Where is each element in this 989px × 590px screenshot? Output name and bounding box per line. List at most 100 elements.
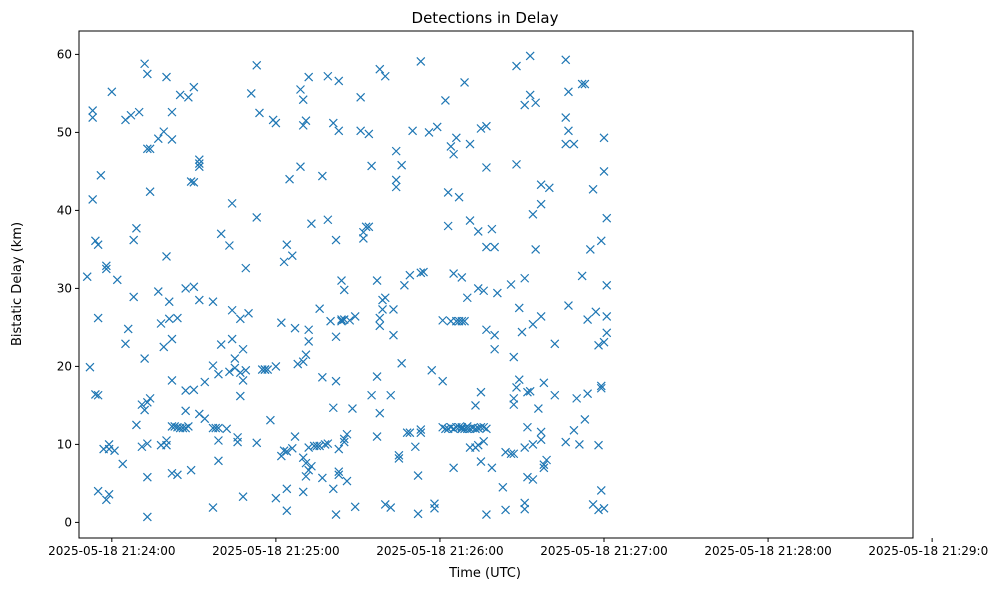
data-point-marker (301, 471, 311, 481)
data-point-marker (375, 321, 385, 331)
data-point-marker (482, 510, 491, 520)
data-point-marker (282, 484, 292, 494)
data-point-marker (536, 199, 546, 209)
data-point-marker (167, 468, 177, 478)
data-point-marker (350, 312, 360, 321)
data-point-marker (487, 224, 497, 234)
data-point-marker (334, 470, 344, 480)
data-point-marker (142, 397, 152, 407)
data-point-marker (539, 460, 549, 470)
data-point-marker (208, 297, 218, 307)
data-point-marker (164, 297, 174, 307)
data-point-marker (476, 422, 486, 432)
data-point-marker (440, 424, 450, 434)
data-point-marker (473, 440, 483, 450)
data-point-marker (564, 126, 573, 136)
data-point-marker (487, 463, 497, 473)
data-point-marker (564, 301, 573, 310)
data-point-marker (512, 61, 521, 71)
data-point-marker (181, 283, 191, 293)
data-point-marker (380, 500, 390, 509)
data-point-marker (372, 432, 382, 442)
data-point-marker (301, 350, 311, 360)
data-point-marker (304, 465, 314, 475)
data-point-marker (528, 475, 538, 484)
data-point-marker (479, 422, 489, 432)
data-point-marker (208, 503, 218, 513)
data-point-marker (337, 315, 346, 325)
data-point-marker (361, 222, 371, 232)
data-point-marker (394, 450, 404, 460)
data-point-marker (424, 127, 434, 137)
data-point-marker (252, 438, 262, 448)
data-point-marker (386, 390, 396, 400)
data-point-marker (331, 235, 341, 245)
data-point-marker (233, 432, 243, 442)
data-point-marker (90, 236, 100, 246)
data-point-marker (514, 375, 524, 385)
data-point-marker (317, 372, 327, 382)
data-point-marker (320, 439, 330, 449)
data-point-marker (235, 368, 245, 378)
data-point-marker (430, 503, 439, 513)
data-point-marker (241, 263, 251, 273)
data-point-marker (246, 88, 256, 98)
data-point-marker (140, 405, 150, 415)
data-point-marker (594, 505, 603, 515)
x-tick-label: 2025-05-18 21:26:00 (376, 544, 503, 558)
data-point-marker (531, 244, 541, 254)
data-point-marker (501, 447, 510, 457)
data-point-marker (334, 126, 344, 136)
x-tick-label: 2025-05-18 21:28:00 (704, 544, 831, 558)
data-point-marker (238, 492, 248, 502)
data-point-marker (473, 283, 483, 293)
data-point-marker (520, 504, 530, 514)
data-point-marker (443, 188, 453, 197)
data-point-marker (350, 502, 360, 512)
data-point-marker (142, 69, 152, 79)
data-point-marker (449, 424, 459, 434)
data-point-marker (82, 272, 92, 282)
data-point-marker (397, 358, 407, 368)
data-point-marker (131, 223, 141, 233)
data-point-marker (101, 264, 111, 274)
data-point-marker (334, 444, 344, 454)
data-point-marker (386, 503, 396, 513)
data-point-marker (438, 422, 448, 432)
data-point-marker (476, 124, 486, 133)
data-point-marker (577, 271, 587, 281)
data-point-marker (356, 92, 366, 102)
data-point-marker (298, 357, 308, 367)
data-point-marker (550, 390, 560, 400)
data-point-marker (471, 400, 480, 410)
data-point-marker (118, 459, 128, 469)
data-point-marker (479, 286, 489, 296)
data-point-marker (211, 423, 221, 433)
data-point-marker (564, 87, 573, 97)
data-point-marker (296, 85, 305, 94)
data-point-marker (304, 325, 314, 335)
data-point-marker (175, 90, 185, 100)
data-point-marker (93, 313, 103, 323)
data-point-marker (520, 498, 530, 508)
data-point-marker (200, 377, 210, 387)
data-point-marker (214, 369, 223, 379)
data-point-marker (465, 216, 475, 225)
data-point-marker (93, 240, 103, 250)
data-point-marker (528, 319, 538, 329)
data-point-marker (129, 292, 139, 302)
data-point-marker (460, 78, 469, 87)
data-point-marker (337, 316, 346, 326)
data-point-marker (580, 415, 590, 424)
data-point-marker (93, 390, 103, 400)
data-point-marker (159, 127, 169, 137)
y-axis-label: Bistatic Delay (km) (10, 222, 25, 346)
data-point-marker (230, 354, 240, 364)
data-point-marker (490, 242, 500, 252)
data-point-marker (328, 118, 338, 128)
data-point-marker (457, 273, 467, 282)
data-point-marker (290, 323, 300, 333)
data-point-marker (561, 113, 571, 123)
data-point-marker (88, 106, 98, 115)
data-point-marker (162, 440, 171, 450)
